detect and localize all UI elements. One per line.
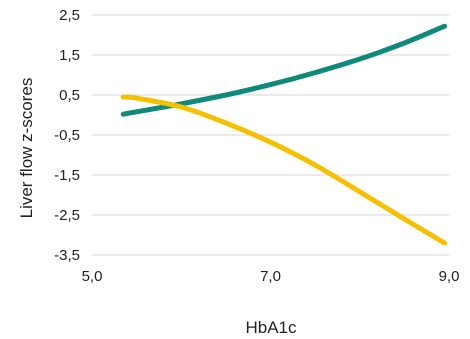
x-tick-label: 9,0 [439, 268, 460, 285]
y-tick-label: 0,5 [59, 87, 80, 104]
series-line-2 [120, 94, 447, 246]
series-lines [120, 23, 447, 246]
y-tick-label: 1,5 [59, 47, 80, 64]
gridlines [92, 14, 449, 256]
y-tick-label: 2,5 [59, 7, 80, 24]
x-axis-title: HbA1c [245, 318, 297, 337]
x-tick-labels: 5,0 7,0 9,0 [82, 268, 460, 285]
y-tick-label: -0,5 [54, 127, 80, 144]
y-tick-label: -3,5 [54, 247, 80, 264]
series-line-1 [120, 23, 447, 117]
y-axis-title: Liver flow z-scores [17, 78, 36, 219]
y-tick-label: -1,5 [54, 167, 80, 184]
x-tick-label: 5,0 [82, 268, 103, 285]
x-tick-label: 7,0 [260, 268, 281, 285]
y-tick-label: -2,5 [54, 207, 80, 224]
y-tick-labels: 2,5 1,5 0,5 -0,5 -1,5 -2,5 -3,5 [54, 7, 80, 264]
